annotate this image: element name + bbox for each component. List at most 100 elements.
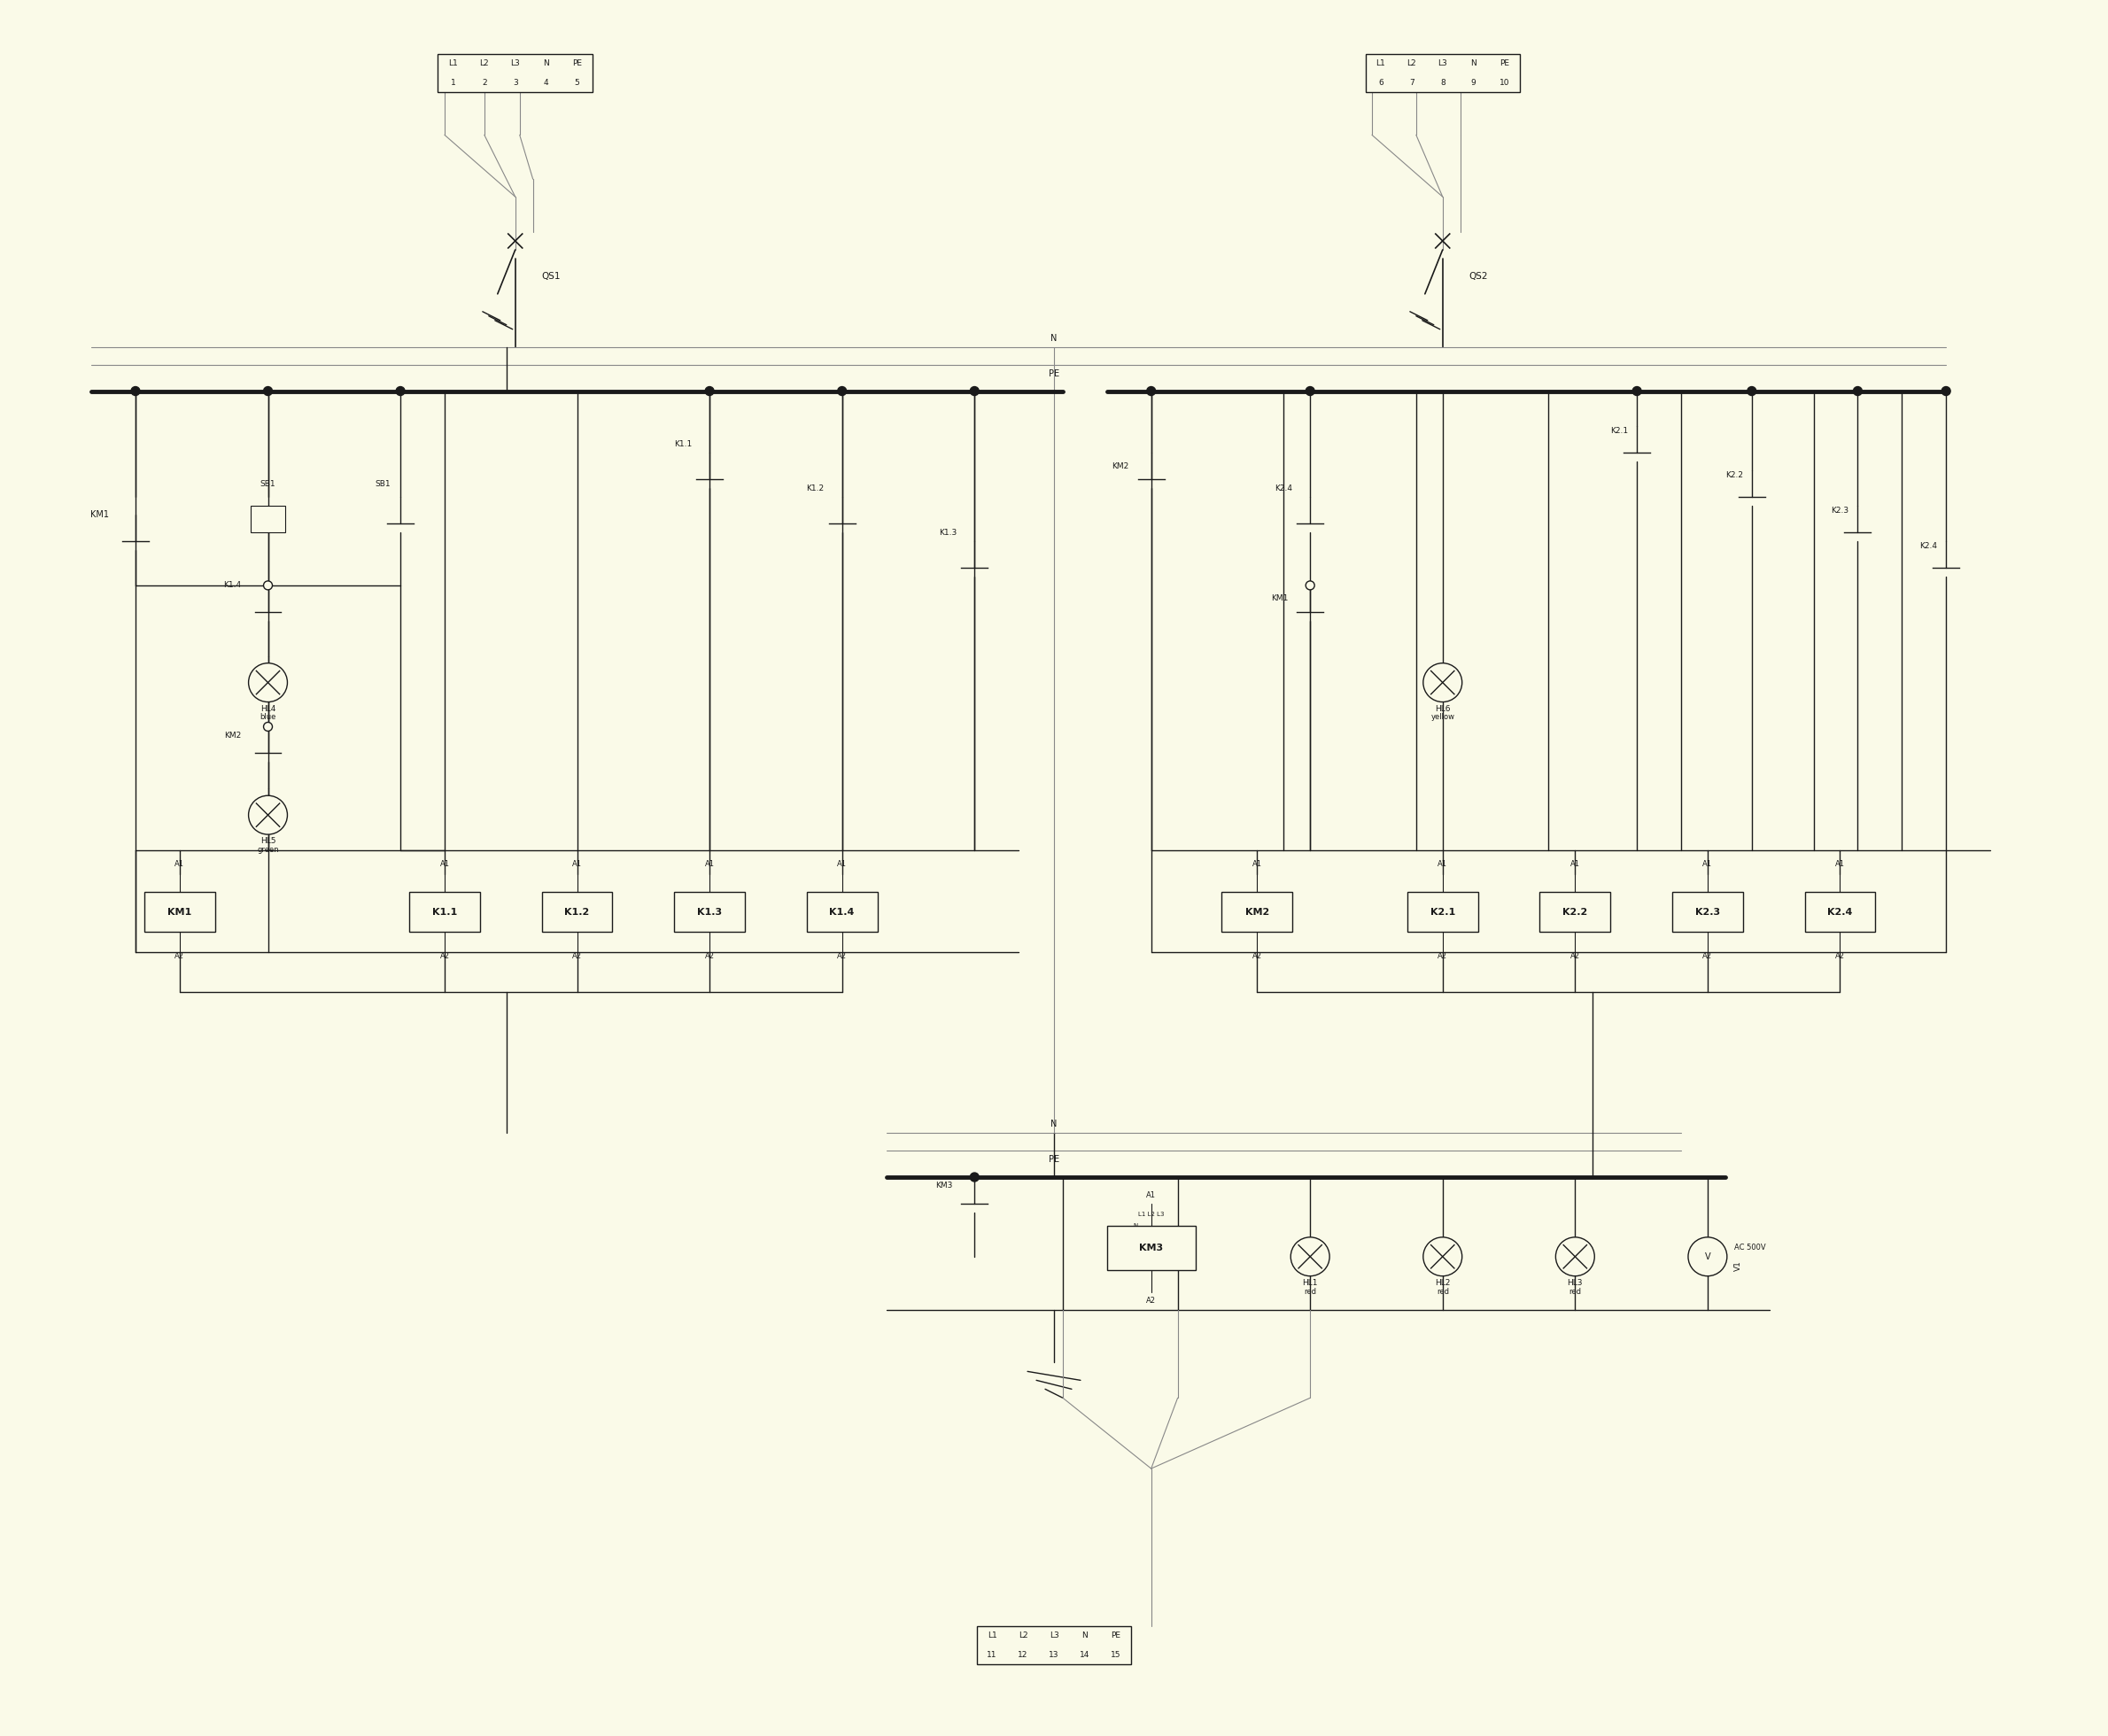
Text: L2: L2 [1018, 1632, 1029, 1639]
Text: A1: A1 [571, 859, 582, 868]
Text: PE: PE [1111, 1632, 1121, 1639]
Circle shape [1305, 387, 1315, 396]
Text: KM2: KM2 [223, 731, 242, 740]
Text: A1: A1 [441, 859, 449, 868]
Circle shape [1290, 1238, 1330, 1276]
Text: HL1: HL1 [1303, 1279, 1318, 1286]
Circle shape [131, 387, 139, 396]
Text: K2.2: K2.2 [1724, 470, 1743, 479]
Circle shape [1748, 387, 1756, 396]
Text: A1: A1 [1703, 859, 1712, 868]
Circle shape [396, 387, 405, 396]
Text: A2: A2 [441, 951, 449, 960]
Text: A2: A2 [175, 951, 186, 960]
Bar [438, 54, 592, 92]
Text: PE: PE [571, 59, 582, 68]
Text: KM3: KM3 [936, 1182, 953, 1189]
Text: N: N [1134, 1224, 1138, 1229]
Text: KM1: KM1 [1271, 595, 1288, 602]
Text: PE: PE [1048, 370, 1060, 378]
FancyBboxPatch shape [1539, 892, 1611, 932]
Text: red: red [1436, 1288, 1448, 1295]
Text: KM3: KM3 [1138, 1243, 1164, 1252]
Text: 11: 11 [987, 1651, 997, 1660]
Circle shape [1556, 1238, 1594, 1276]
Text: A2: A2 [1438, 951, 1448, 960]
Text: 15: 15 [1111, 1651, 1121, 1660]
Circle shape [1632, 387, 1642, 396]
FancyBboxPatch shape [1672, 892, 1743, 932]
Text: K1.1: K1.1 [432, 908, 457, 917]
Text: K1.4: K1.4 [828, 908, 854, 917]
Text: K2.3: K2.3 [1695, 908, 1720, 917]
Text: PE: PE [1499, 59, 1509, 68]
Text: 12: 12 [1018, 1651, 1029, 1660]
FancyBboxPatch shape [1804, 892, 1876, 932]
Text: 1: 1 [451, 78, 455, 87]
Text: A1: A1 [837, 859, 847, 868]
Text: A1: A1 [704, 859, 715, 868]
Text: K2.4: K2.4 [1275, 484, 1292, 493]
Circle shape [264, 722, 272, 731]
FancyBboxPatch shape [542, 892, 613, 932]
Text: HL4: HL4 [259, 705, 276, 712]
Circle shape [264, 582, 272, 590]
Text: K1.4: K1.4 [223, 582, 242, 589]
Text: 8: 8 [1440, 78, 1446, 87]
Text: 14: 14 [1079, 1651, 1090, 1660]
Text: L2: L2 [481, 59, 489, 68]
Text: A2: A2 [837, 951, 847, 960]
Bar [976, 1627, 1132, 1665]
Text: V1: V1 [1735, 1260, 1741, 1271]
Text: KM2: KM2 [1113, 462, 1130, 470]
Text: HL3: HL3 [1568, 1279, 1583, 1286]
Text: QS2: QS2 [1469, 273, 1488, 281]
Text: L3: L3 [1050, 1632, 1058, 1639]
Text: 2: 2 [483, 78, 487, 87]
Text: A1: A1 [1836, 859, 1844, 868]
Circle shape [249, 663, 287, 701]
Text: 7: 7 [1408, 78, 1414, 87]
Text: K2.1: K2.1 [1611, 427, 1627, 434]
Text: red: red [1568, 1288, 1581, 1295]
Text: N: N [544, 59, 550, 68]
Text: yellow: yellow [1431, 713, 1455, 722]
Bar [251, 505, 285, 533]
Text: HL5: HL5 [259, 837, 276, 845]
Text: A1: A1 [1438, 859, 1448, 868]
Circle shape [249, 795, 287, 835]
Text: SB1: SB1 [259, 481, 276, 488]
FancyBboxPatch shape [1408, 892, 1478, 932]
FancyBboxPatch shape [675, 892, 744, 932]
Text: A2: A2 [1252, 951, 1263, 960]
Text: K2.4: K2.4 [1828, 908, 1853, 917]
Text: K2.4: K2.4 [1920, 542, 1937, 550]
Text: L1: L1 [1377, 59, 1385, 68]
Text: A2: A2 [571, 951, 582, 960]
FancyBboxPatch shape [807, 892, 877, 932]
Circle shape [1147, 387, 1155, 396]
Text: PE: PE [1048, 1154, 1060, 1163]
Text: K2.3: K2.3 [1832, 507, 1849, 514]
FancyBboxPatch shape [409, 892, 481, 932]
Text: N: N [1081, 1632, 1088, 1639]
Circle shape [1853, 387, 1861, 396]
FancyBboxPatch shape [143, 892, 215, 932]
Text: L3: L3 [1438, 59, 1448, 68]
Circle shape [1423, 663, 1463, 701]
Text: L3: L3 [510, 59, 521, 68]
Text: A2: A2 [704, 951, 715, 960]
Text: A1: A1 [1252, 859, 1263, 868]
Text: A1: A1 [1570, 859, 1581, 868]
Text: 4: 4 [544, 78, 548, 87]
Text: N: N [1471, 59, 1476, 68]
Text: 3: 3 [512, 78, 519, 87]
Text: QS1: QS1 [542, 273, 561, 281]
Text: 1: 1 [266, 507, 270, 514]
Text: V: V [1705, 1252, 1710, 1260]
Circle shape [1689, 1238, 1726, 1276]
Text: 6: 6 [1379, 78, 1383, 87]
Text: KM1: KM1 [167, 908, 192, 917]
Circle shape [706, 387, 715, 396]
Text: A2: A2 [1147, 1297, 1155, 1304]
